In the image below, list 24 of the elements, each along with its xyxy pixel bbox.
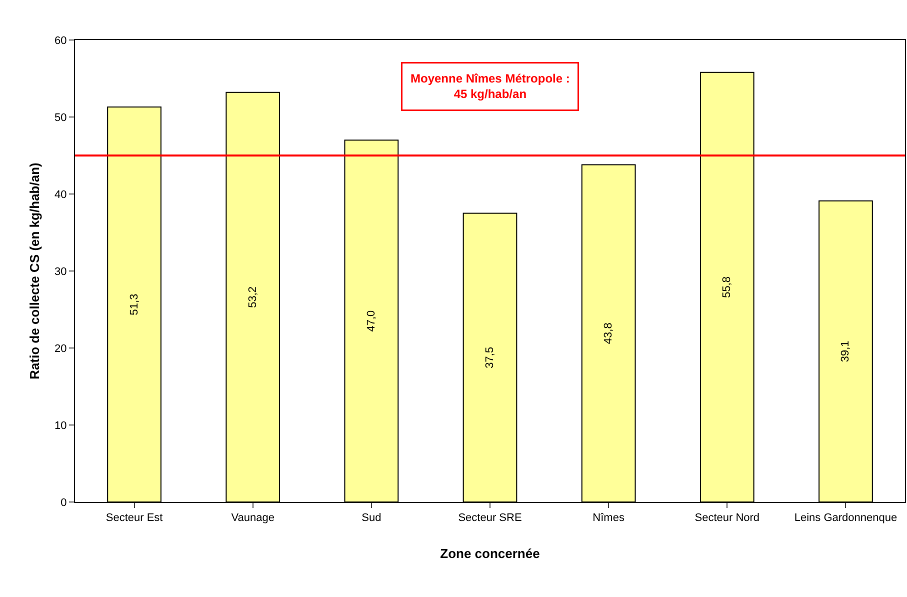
data-label: 43,8 [602,322,615,344]
ref-line-label: Moyenne Nîmes Métropole : 45 kg/hab/an [410,72,570,102]
x-tick-label: Vaunage [231,512,274,524]
x-tick-label: Sud [362,512,382,524]
y-tick-label: 20 [54,342,67,355]
x-tick-label: Secteur SRE [458,512,522,524]
x-tick-label: Leins Gardonnenque [794,512,898,524]
data-label: 53,2 [246,286,259,308]
data-label: 47,0 [365,310,378,332]
data-label: 55,8 [721,276,734,298]
data-label: 51,3 [128,294,140,316]
y-tick-label: 0 [60,496,67,509]
data-label: 37,5 [484,346,496,368]
y-tick-label: 60 [54,34,67,47]
y-axis-title: Ratio de collecte CS (en kg/hab/an) [27,162,42,380]
x-tick-label: Secteur Nord [694,512,760,524]
data-label: 39,1 [840,340,852,362]
y-tick-label: 50 [54,112,67,124]
x-axis-title: Zone concernée [440,546,540,561]
y-tick-label: 30 [54,266,67,278]
x-tick-label: Secteur Est [106,512,163,524]
x-tick-label: Nîmes [592,512,625,524]
y-tick-label: 40 [54,188,67,201]
y-tick-label: 10 [54,420,67,432]
